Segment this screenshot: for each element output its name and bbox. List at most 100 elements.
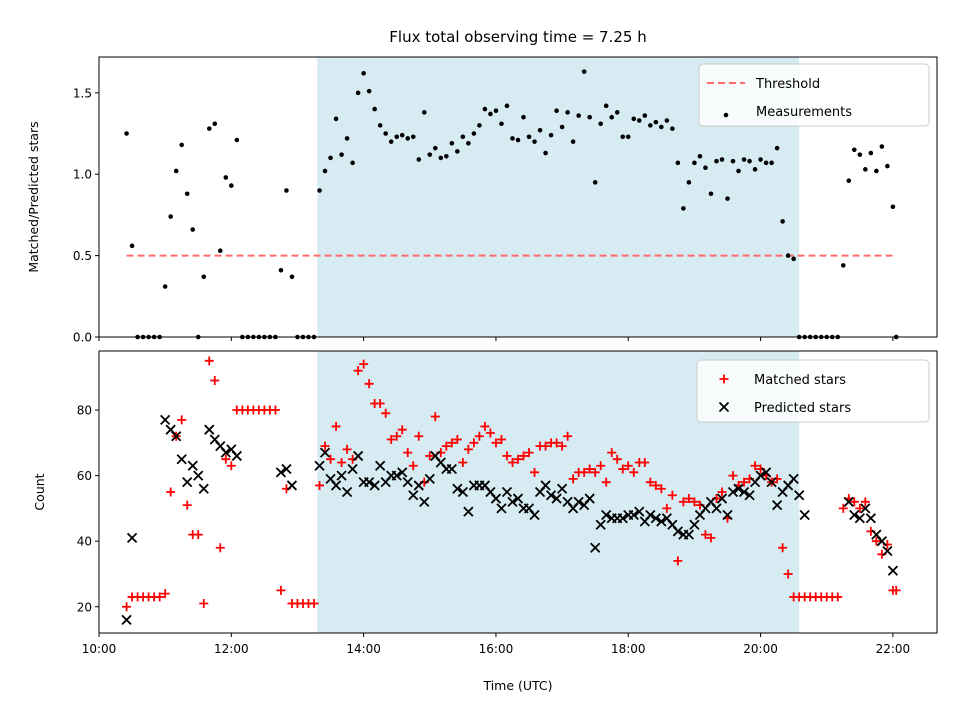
matched-star-marker	[541, 441, 551, 451]
matched-star-marker	[860, 497, 870, 507]
measurement-point	[394, 134, 400, 140]
measurement-point	[852, 147, 857, 153]
predicted-star-marker	[220, 447, 231, 458]
matched-star-marker	[155, 592, 165, 602]
measurement-point	[686, 180, 692, 185]
matched-star-marker	[728, 471, 738, 481]
legend-label: Measurements	[756, 105, 852, 120]
matched-star-marker	[430, 412, 440, 422]
measurement-point	[543, 150, 548, 156]
matched-star-marker	[507, 457, 517, 467]
measurement-point	[631, 116, 637, 122]
measurement-point	[223, 175, 229, 180]
y-tick-label: 80	[77, 404, 92, 418]
matched-star-marker	[717, 487, 727, 497]
measurement-point	[730, 158, 736, 164]
measurement-point	[361, 70, 366, 76]
measurement-point	[890, 204, 896, 210]
measurement-point	[460, 134, 466, 140]
predicted-star-marker	[402, 477, 413, 488]
measurement-point	[614, 110, 620, 115]
predicted-star-marker	[204, 424, 215, 435]
matched-star-marker	[403, 448, 413, 458]
measurement-point	[703, 165, 708, 170]
matched-star-marker	[226, 461, 236, 471]
measurement-point	[471, 131, 477, 136]
predicted-star-marker	[843, 496, 854, 507]
matched-star-marker	[871, 536, 881, 546]
matched-star-marker	[375, 398, 385, 408]
matched-star-marker	[463, 444, 473, 454]
measurement-point	[499, 121, 504, 127]
predicted-star-marker	[683, 529, 695, 540]
predicted-star-marker	[126, 532, 138, 544]
measurement-point	[719, 157, 725, 162]
measurement-point	[217, 248, 223, 254]
measurement-point	[670, 126, 675, 131]
predicted-star-marker	[755, 470, 766, 481]
predicted-star-marker	[865, 513, 876, 524]
measurement-point	[383, 131, 388, 136]
measurement-point	[592, 180, 598, 185]
measurement-point	[466, 140, 471, 146]
y-tick-label: 40	[77, 535, 92, 549]
predicted-star-marker	[584, 493, 595, 504]
predicted-star-marker	[171, 431, 182, 442]
x-tick-label: 22:00	[876, 642, 911, 656]
matched-star-marker	[342, 444, 352, 454]
matched-star-marker	[552, 438, 562, 448]
predicted-star-marker	[501, 486, 513, 498]
predicted-star-marker	[413, 480, 424, 491]
matched-star-marker	[331, 421, 341, 431]
matched-star-marker	[276, 585, 286, 595]
measurement-point	[229, 183, 234, 188]
measurement-point	[482, 106, 488, 112]
measurement-point	[769, 160, 774, 166]
predicted-star-marker	[281, 463, 292, 475]
predicted-star-marker	[397, 467, 408, 478]
measurement-point	[609, 114, 615, 120]
matched-star-marker	[651, 480, 661, 490]
measurement-point	[328, 155, 333, 161]
predicted-star-marker	[512, 493, 524, 504]
matched-star-marker	[629, 467, 639, 477]
matched-star-marker	[337, 457, 347, 467]
measurement-point	[317, 188, 322, 193]
predicted-star-marker	[634, 506, 645, 517]
measurement-point	[124, 131, 129, 136]
predicted-star-marker	[490, 493, 502, 504]
matched-star-marker	[397, 425, 407, 435]
predicted-star-marker	[744, 490, 755, 501]
matched-star-marker	[607, 448, 617, 458]
bottom-y-ticks: 20 40 60 80	[77, 404, 99, 614]
predicted-star-marker	[369, 480, 380, 491]
x-tick-label: 14:00	[346, 642, 381, 656]
matched-star-marker	[166, 487, 176, 497]
measurement-point	[410, 134, 416, 140]
bottom-panel: 20 40 60 80 10:00 12:00 14:00 16:00 18:00 20:00 2…	[32, 350, 938, 693]
figure-title: Flux total observing time = 7.25 h	[389, 28, 646, 46]
matched-star-marker	[309, 598, 319, 608]
x-tick-label: 16:00	[479, 642, 514, 656]
predicted-star-marker	[595, 519, 606, 530]
measurement-point	[714, 158, 719, 164]
legend-box	[696, 359, 930, 423]
matched-star-marker	[513, 454, 523, 464]
matched-star-marker	[441, 441, 451, 451]
measurement-point	[752, 167, 758, 172]
measurement-point	[515, 137, 521, 143]
matched-star-marker	[623, 461, 633, 471]
measurement-point	[532, 139, 537, 144]
predicted-star-marker	[788, 473, 799, 485]
matched-star-marker	[519, 451, 529, 461]
predicted-star-marker	[860, 503, 871, 514]
measurement-point	[785, 253, 791, 258]
predicted-star-marker	[882, 545, 893, 557]
measurement-point	[868, 150, 874, 156]
matched-star-marker	[524, 448, 534, 458]
y-tick-label: 20	[77, 600, 92, 614]
predicted-star-marker	[794, 490, 805, 501]
measurement-point	[521, 114, 526, 120]
measurement-point	[190, 227, 196, 232]
predicted-star-marker	[336, 470, 347, 481]
